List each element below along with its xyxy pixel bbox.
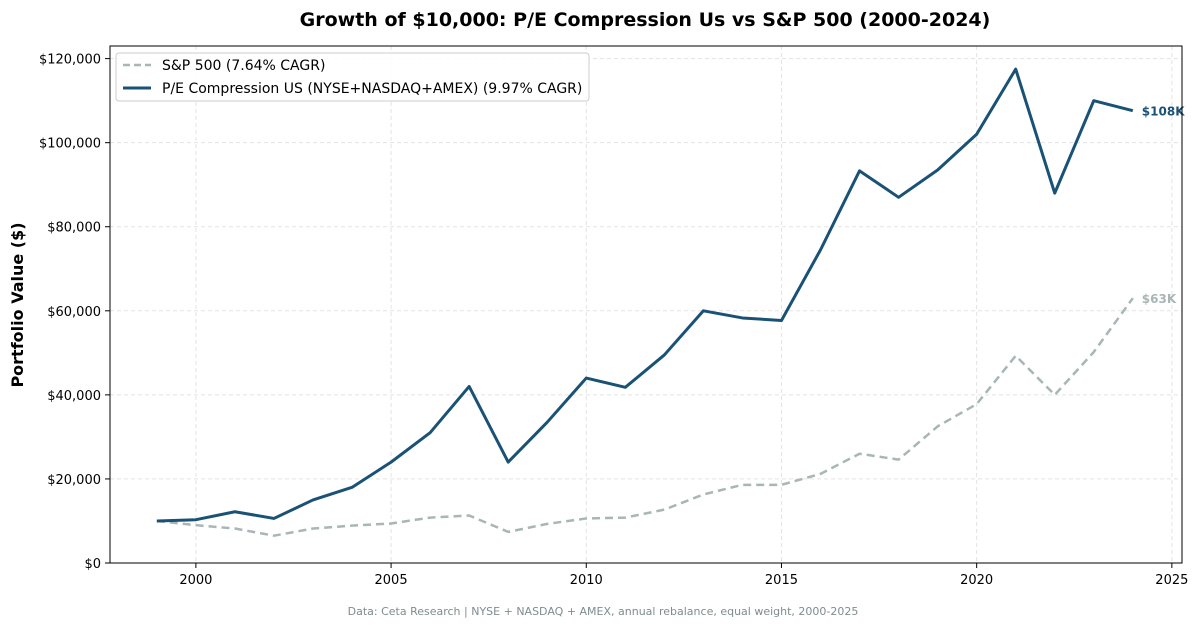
- x-tick-label: 2010: [570, 573, 603, 588]
- series-group: $63K $108K: [157, 69, 1185, 536]
- sp500-line: [157, 298, 1133, 535]
- chart-title: Growth of $10,000: P/E Compression Us vs…: [300, 9, 991, 31]
- legend-label-sp500: S&P 500 (7.64% CAGR): [162, 58, 325, 74]
- plot-frame: [110, 46, 1182, 563]
- legend: S&P 500 (7.64% CAGR) P/E Compression US …: [116, 53, 589, 101]
- y-tick-label: $0: [84, 557, 101, 572]
- sp500-end-label: $63K: [1142, 292, 1177, 306]
- footnote: Data: Ceta Research | NYSE + NASDAQ + AM…: [348, 605, 859, 618]
- x-tick-label: 2025: [1155, 573, 1188, 588]
- y-tick-label: $60,000: [47, 305, 101, 320]
- y-tick-label: $120,000: [39, 53, 101, 68]
- x-tick-label: 2005: [375, 573, 408, 588]
- y-axis-label: Portfolio Value ($): [8, 222, 27, 387]
- tick-group: 2000 2005 2010 2015 2020 2025 $0 $20,000 $40,000…: [39, 53, 1188, 588]
- x-tick-label: 2015: [765, 573, 798, 588]
- pe-end-label: $108K: [1142, 105, 1185, 119]
- pe-compression-line: [157, 69, 1133, 521]
- x-tick-label: 2000: [179, 573, 212, 588]
- y-tick-label: $80,000: [47, 221, 101, 236]
- y-tick-label: $20,000: [47, 473, 101, 488]
- grid-lines: [110, 46, 1182, 563]
- x-tick-label: 2020: [960, 573, 993, 588]
- legend-label-pe: P/E Compression US (NYSE+NASDAQ+AMEX) (9…: [162, 81, 582, 97]
- y-tick-label: $40,000: [47, 389, 101, 404]
- y-tick-label: $100,000: [39, 137, 101, 152]
